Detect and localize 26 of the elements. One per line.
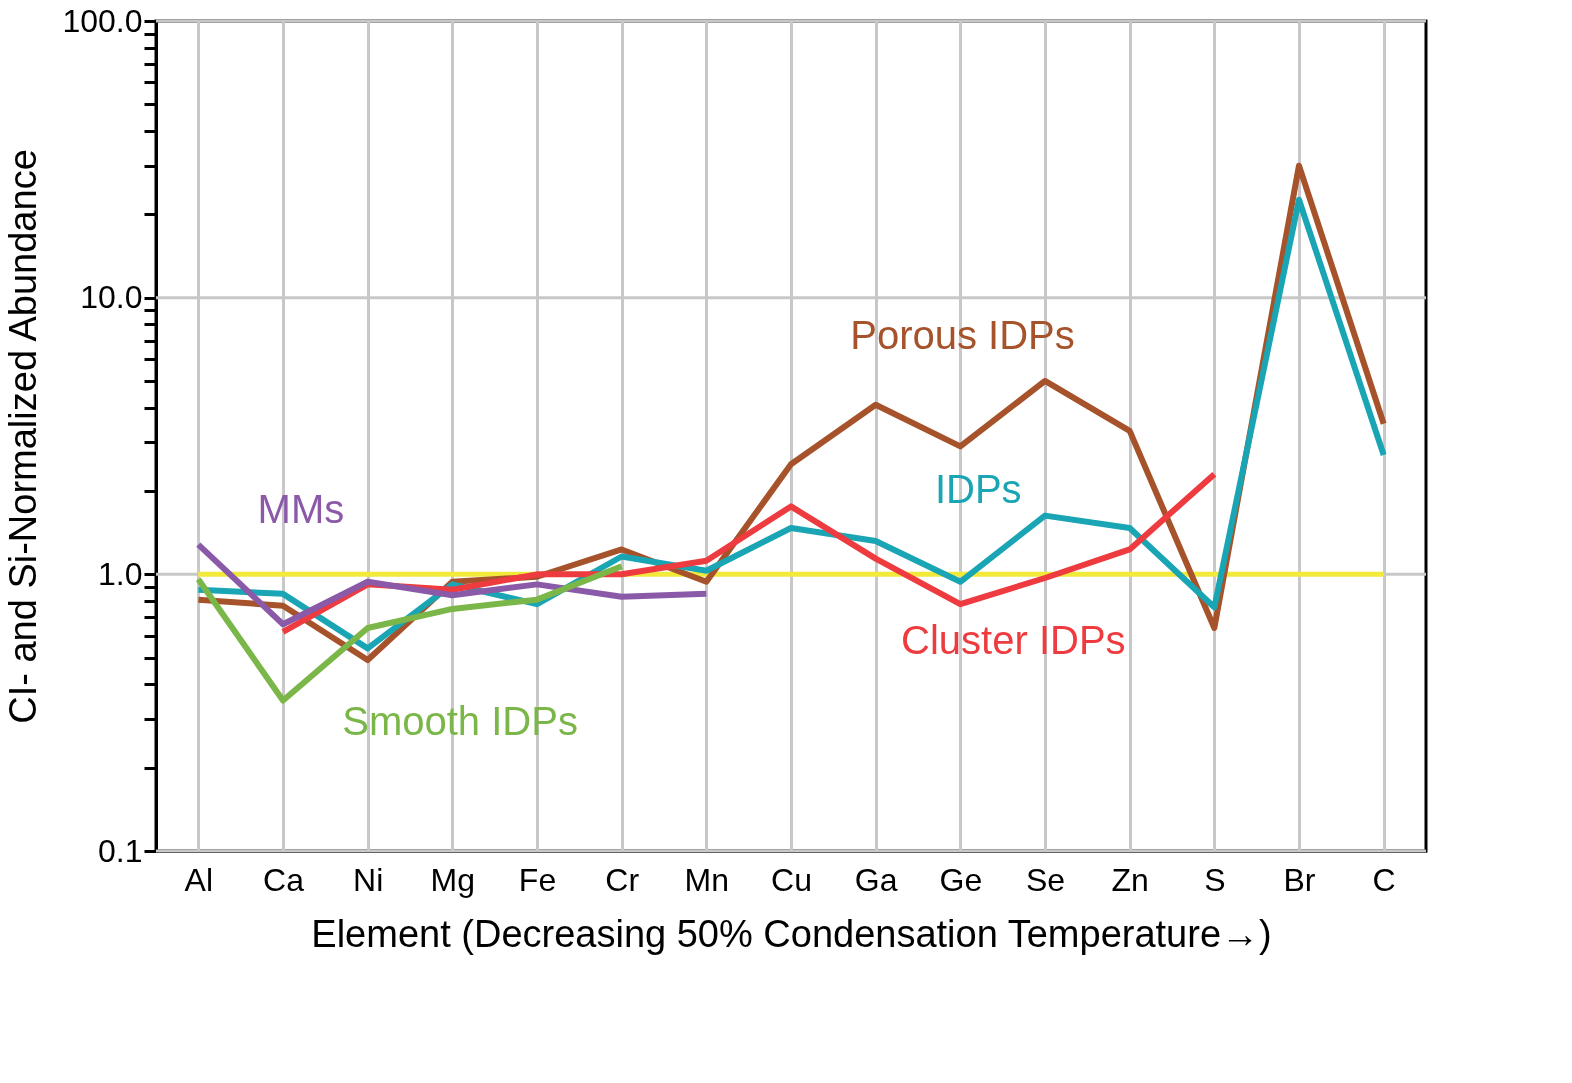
series-label: IDPs [934,467,1022,512]
x-tick-label: Ni [353,861,384,898]
x-tick-label: S [1204,861,1226,898]
y-tick-label: 100.0 [62,2,143,39]
y-axis-title: CI- and Si-Normalized Abundance [2,149,45,724]
x-tick-label: Fe [518,861,557,898]
x-tick-label: Se [1025,861,1066,898]
x-tick-label: Cu [771,861,812,898]
x-tick-label: Mn [684,861,730,898]
series-label: Smooth IDPs [342,699,578,744]
series-label: Porous IDPs [850,313,1075,358]
series-label: MMs [257,486,345,531]
x-tick-label: Cr [605,861,640,898]
x-tick-label: Br [1283,861,1316,898]
x-tick-label: Zn [1111,861,1149,898]
x-tick-label: Ca [263,861,305,898]
y-tick-label: 1.0 [98,555,143,592]
x-tick-label: Mg [430,861,476,898]
y-tick-label: 0.1 [98,832,143,869]
x-axis-title: Element (Decreasing 50% Condensation Temperature→) [311,912,1272,955]
series-label: Cluster IDPs [901,617,1126,662]
x-tick-label: Ga [854,861,898,898]
x-tick-label: Al [184,861,214,898]
x-tick-label: C [1372,861,1396,898]
y-tick-label: 10.0 [80,279,143,316]
x-tick-label: Ge [939,861,983,898]
